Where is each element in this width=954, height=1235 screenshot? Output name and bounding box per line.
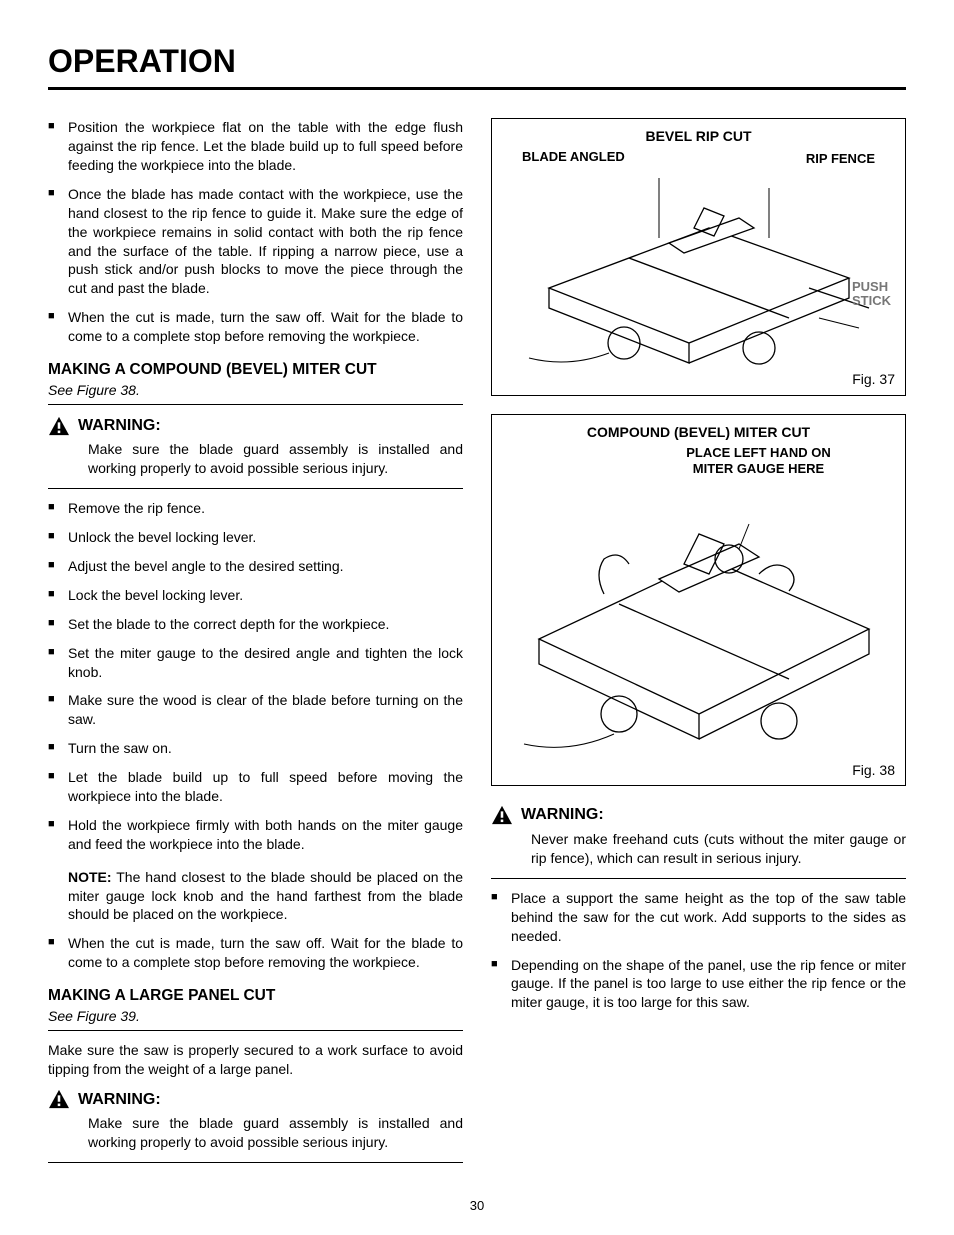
figure-title: BEVEL RIP CUT	[502, 127, 895, 146]
warning-block: WARNING: Make sure the blade guard assem…	[48, 1089, 463, 1152]
figure-illustration: PUSH STICK	[502, 168, 895, 368]
figure-caption: Fig. 37	[502, 370, 895, 389]
list-item: Adjust the bevel angle to the desired se…	[48, 557, 463, 576]
warning-rule	[48, 488, 463, 489]
warning-triangle-icon	[48, 1089, 70, 1109]
list-item: Hold the workpiece firmly with both hand…	[48, 816, 463, 854]
compound-cut-steps-b: When the cut is made, turn the saw off. …	[48, 934, 463, 972]
figure-title: COMPOUND (BEVEL) MITER CUT	[502, 423, 895, 442]
warning-heading: WARNING:	[48, 415, 463, 437]
label-left-hand: PLACE LEFT HAND ON MITER GAUGE HERE	[502, 445, 895, 476]
warning-body: Make sure the blade guard assembly is in…	[48, 1114, 463, 1152]
section-rule	[48, 404, 463, 405]
figure-illustration	[502, 479, 895, 759]
warning-heading: WARNING:	[48, 1089, 463, 1111]
note-body: The hand closest to the blade should be …	[68, 869, 463, 923]
list-item: Once the blade has made contact with the…	[48, 185, 463, 298]
note-label: NOTE:	[68, 869, 112, 885]
right-column: BEVEL RIP CUT BLADE ANGLED RIP FENCE	[491, 118, 906, 1173]
figure-38: COMPOUND (BEVEL) MITER CUT PLACE LEFT HA…	[491, 414, 906, 787]
warning-label: WARNING:	[521, 804, 604, 826]
list-item: Place a support the same height as the t…	[491, 889, 906, 946]
warning-body: Make sure the blade guard assembly is in…	[48, 440, 463, 478]
list-item: Set the miter gauge to the desired angle…	[48, 644, 463, 682]
warning-body: Never make freehand cuts (cuts without t…	[491, 830, 906, 868]
page-title: OPERATION	[48, 40, 906, 90]
page-number: 30	[48, 1197, 906, 1215]
list-item: Make sure the wood is clear of the blade…	[48, 691, 463, 729]
warning-label: WARNING:	[78, 415, 161, 437]
warning-block: WARNING: Make sure the blade guard assem…	[48, 415, 463, 478]
section-heading-compound-cut: MAKING A COMPOUND (BEVEL) MITER CUT	[48, 360, 463, 381]
warning-block: WARNING: Never make freehand cuts (cuts …	[491, 804, 906, 867]
warning-label: WARNING:	[78, 1089, 161, 1111]
list-item: Set the blade to the correct depth for t…	[48, 615, 463, 634]
figure-37: BEVEL RIP CUT BLADE ANGLED RIP FENCE	[491, 118, 906, 395]
large-panel-intro: Make sure the saw is properly secured to…	[48, 1041, 463, 1079]
intro-bullet-list: Position the workpiece flat on the table…	[48, 118, 463, 346]
section-rule	[48, 1030, 463, 1031]
warning-heading: WARNING:	[491, 804, 906, 826]
label-blade-angled: BLADE ANGLED	[522, 150, 625, 168]
section-heading-large-panel: MAKING A LARGE PANEL CUT	[48, 986, 463, 1007]
left-column: Position the workpiece flat on the table…	[48, 118, 463, 1173]
figure-label-row: BLADE ANGLED RIP FENCE	[502, 150, 895, 168]
list-item: Let the blade build up to full speed bef…	[48, 768, 463, 806]
list-item: Lock the bevel locking lever.	[48, 586, 463, 605]
list-item: Turn the saw on.	[48, 739, 463, 758]
compound-cut-steps: Remove the rip fence. Unlock the bevel l…	[48, 499, 463, 853]
list-item: Position the workpiece flat on the table…	[48, 118, 463, 175]
see-figure-ref: See Figure 38.	[48, 381, 463, 400]
list-item: Remove the rip fence.	[48, 499, 463, 518]
warning-rule	[48, 1162, 463, 1163]
large-panel-bullets: Place a support the same height as the t…	[491, 889, 906, 1012]
list-item: Unlock the bevel locking lever.	[48, 528, 463, 547]
label-push-stick: PUSH STICK	[852, 280, 891, 309]
warning-rule	[491, 878, 906, 879]
warning-triangle-icon	[491, 805, 513, 825]
list-item: When the cut is made, turn the saw off. …	[48, 934, 463, 972]
list-item: When the cut is made, turn the saw off. …	[48, 308, 463, 346]
list-item: Depending on the shape of the panel, use…	[491, 956, 906, 1013]
see-figure-ref: See Figure 39.	[48, 1007, 463, 1026]
warning-triangle-icon	[48, 416, 70, 436]
two-column-layout: Position the workpiece flat on the table…	[48, 118, 906, 1173]
figure-caption: Fig. 38	[502, 761, 895, 780]
label-rip-fence: RIP FENCE	[806, 150, 875, 168]
note-paragraph: NOTE: The hand closest to the blade shou…	[48, 868, 463, 925]
